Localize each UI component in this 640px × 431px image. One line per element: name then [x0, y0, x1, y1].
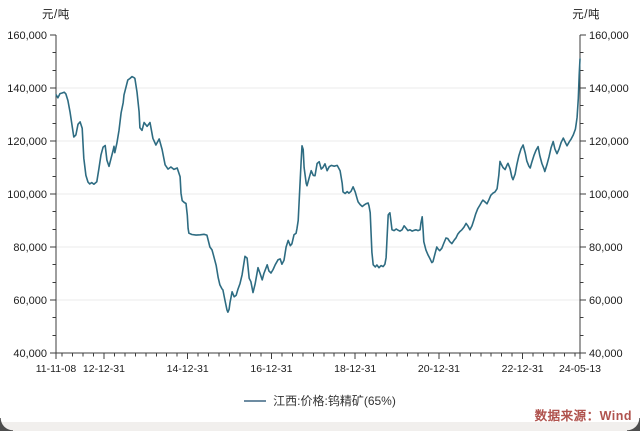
legend-line-swatch: [244, 399, 267, 402]
y-ticks: [50, 34, 586, 354]
y-axis-label-left: 100,000: [7, 189, 47, 201]
x-axis-label: 11-11-08: [36, 363, 77, 375]
rounded-corner-left: [0, 418, 13, 431]
y-axis-label-left: 120,000: [7, 136, 47, 148]
x-ticks: [55, 353, 581, 359]
gridlines: [56, 87, 580, 301]
x-axis-label: 20-12-31: [418, 363, 460, 375]
x-axis-label: 14-12-31: [167, 363, 209, 375]
y-axis-label-right: 80,000: [589, 242, 623, 254]
x-axis-label: 22-12-31: [502, 363, 544, 375]
data-source-note: 数据来源：Wind: [534, 409, 632, 423]
y-axis-label-left: 160,000: [7, 30, 47, 42]
legend-series-label: 江西:价格:钨精矿(65%): [273, 394, 396, 408]
x-axis-label: 18-12-31: [334, 363, 376, 375]
y-axis-label-left: 40,000: [13, 348, 47, 360]
y-axis-label-left: 140,000: [7, 83, 47, 95]
y-axis-label-right: 100,000: [589, 189, 629, 201]
x-axis-label: 12-12-31: [83, 363, 125, 375]
y-axis-label-right: 140,000: [589, 83, 629, 95]
y-axis-label-left: 80,000: [13, 242, 47, 254]
rounded-corner-right: [627, 418, 640, 431]
x-tick-labels: 11-11-08 12-12-31 14-12-31 16-12-31 18-12-31…: [36, 363, 601, 375]
x-axis-label: 24-05-13: [559, 363, 601, 375]
y-axis-label-right: 120,000: [589, 136, 629, 148]
y-axis-label-left: 60,000: [13, 295, 47, 307]
y-tick-labels: 40,000 40,000 60,000 60,000 80,000 80,000 100,…: [7, 30, 629, 360]
x-axis-label: 16-12-31: [250, 363, 292, 375]
y-axis-label-right: 40,000: [589, 348, 623, 360]
y-axis-label-right: 160,000: [589, 30, 629, 42]
y-axis-unit-left: 元/吨: [42, 9, 70, 21]
y-axis-label-right: 60,000: [589, 295, 623, 307]
legend: 江西:价格:钨精矿(65%): [0, 392, 640, 409]
y-axis-unit-right: 元/吨: [572, 9, 600, 21]
price-line: [55, 58, 581, 313]
page-bottom-band: [0, 422, 640, 431]
